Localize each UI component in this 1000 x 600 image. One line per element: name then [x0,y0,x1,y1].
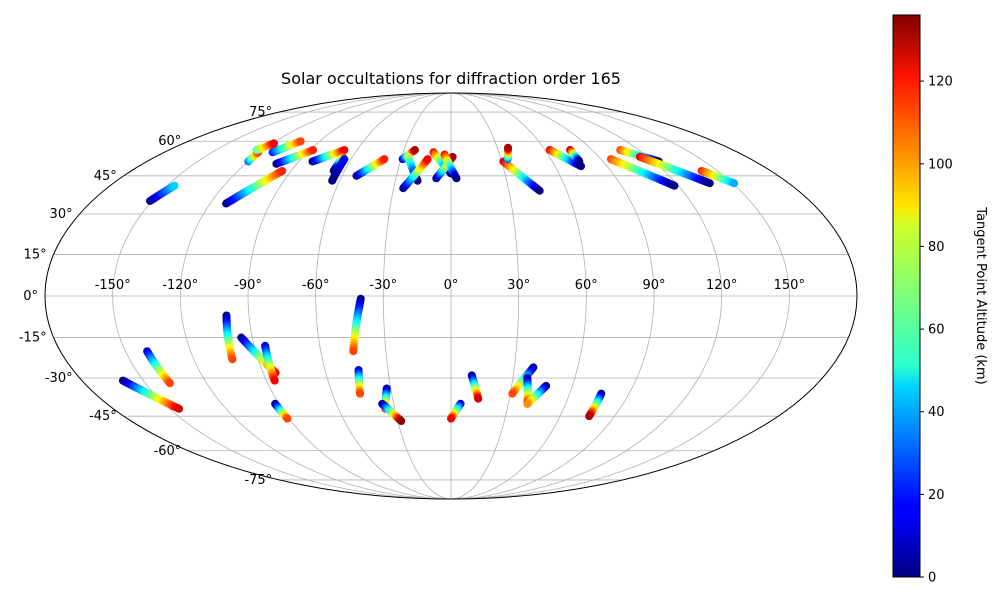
occultation-track [354,366,365,398]
occultation-track [566,146,584,166]
occultation-track [503,143,513,164]
data-point [397,417,406,426]
data-point [296,137,305,146]
occultation-track [447,399,465,423]
lat-tick-label: 0° [23,289,38,304]
data-point [447,414,455,423]
lon-tick-label: 120° [706,278,737,293]
data-point [585,412,594,421]
data-point [575,157,584,166]
lon-tick-label: 90° [642,278,665,293]
lat-tick-label: 30° [50,207,73,222]
occultation-track [349,294,365,356]
data-point [175,404,184,413]
occultation-track [523,381,551,408]
colorbar-tick-label: 80 [928,240,945,255]
chart-title: Solar occultations for diffraction order… [281,69,621,88]
data-point [523,399,532,408]
colorbar-label: Tangent Point Altitude (km) [973,206,988,384]
colorbar-tick-label: 60 [928,323,945,338]
data-point [380,155,389,164]
occultation-track [399,155,432,193]
lon-tick-label: 60° [575,278,598,293]
colorbar-tick-label: 0 [928,571,936,586]
lon-tick-label: 0° [444,278,459,293]
occultation-track [118,376,184,413]
longitude-tick-labels: -150° -120° -90° -60° -30° 0° 30° 60° 90° 120° 150… [95,278,805,293]
lat-tick-label: 15° [24,247,47,262]
lat-tick-label: 45° [94,169,117,184]
lat-tick-label: -45° [89,409,117,424]
lon-tick-label: 150° [774,278,805,293]
data-point [269,139,278,148]
occultation-track [252,139,278,155]
data-point [670,181,679,190]
colorbar-tick-label: 20 [928,488,945,503]
data-point [730,179,739,188]
data-point [309,146,318,155]
lat-tick-label: -30° [45,371,73,386]
lat-tick-label: -15° [19,331,47,346]
data-point [165,379,174,388]
lat-tick-label: -75° [244,473,272,488]
data-point [340,146,349,155]
occultation-track [378,399,406,426]
occultation-track [635,152,714,188]
data-point [270,376,279,385]
data-point [283,414,292,423]
occultation-track [308,146,349,166]
lon-tick-label: -30° [369,278,397,293]
data-point [328,176,337,185]
lon-tick-label: -150° [95,278,131,293]
latitude-tick-labels: -75° -60° -45° -30° -15° 0° 15° 30° 45° 60° 75° [19,105,272,488]
colorbar-gradient [892,14,921,578]
lon-tick-label: -60° [302,278,330,293]
data-point [423,155,432,164]
occultation-track [467,371,483,403]
occultation-track [143,347,174,388]
occultation-track [697,166,739,188]
lon-tick-label: -90° [234,278,262,293]
data-point [474,394,483,403]
lat-tick-label: 60° [158,134,181,149]
occultation-track [352,155,389,180]
data-point [278,166,287,175]
occultation-track [271,399,292,423]
occultation-track [606,155,679,190]
lon-tick-label: -120° [162,278,198,293]
occultation-track [222,166,287,208]
data-point [170,181,179,190]
map-boundary [44,92,858,500]
colorbar: 0 20 40 60 80 100 120 Tangent Point Altitude (… [892,14,988,586]
occultation-track [146,181,179,205]
colorbar-tick-label: 40 [928,405,945,420]
occultation-track [222,311,237,364]
colorbar-tick-label: 100 [928,157,953,172]
data-point [508,389,517,398]
lon-tick-label: 30° [507,278,530,293]
data-point [228,355,237,364]
data-point [356,389,365,398]
data-point [410,146,419,155]
data-point [349,347,358,356]
data-point [452,174,461,183]
data-point [535,186,544,195]
occultation-track [440,150,461,183]
data-point [705,179,714,188]
occultation-tracks [118,137,739,426]
occultation-track [261,341,279,385]
occultation-track [268,137,305,157]
lat-tick-label: 75° [249,105,272,120]
occultation-track [272,146,318,168]
colorbar-tick-label: 120 [928,75,953,90]
occultation-track [328,155,349,185]
lat-tick-label: -60° [154,444,182,459]
colorbar-ticks: 0 20 40 60 80 100 120 [920,75,953,586]
data-point [504,143,513,152]
occultation-track [585,389,606,421]
